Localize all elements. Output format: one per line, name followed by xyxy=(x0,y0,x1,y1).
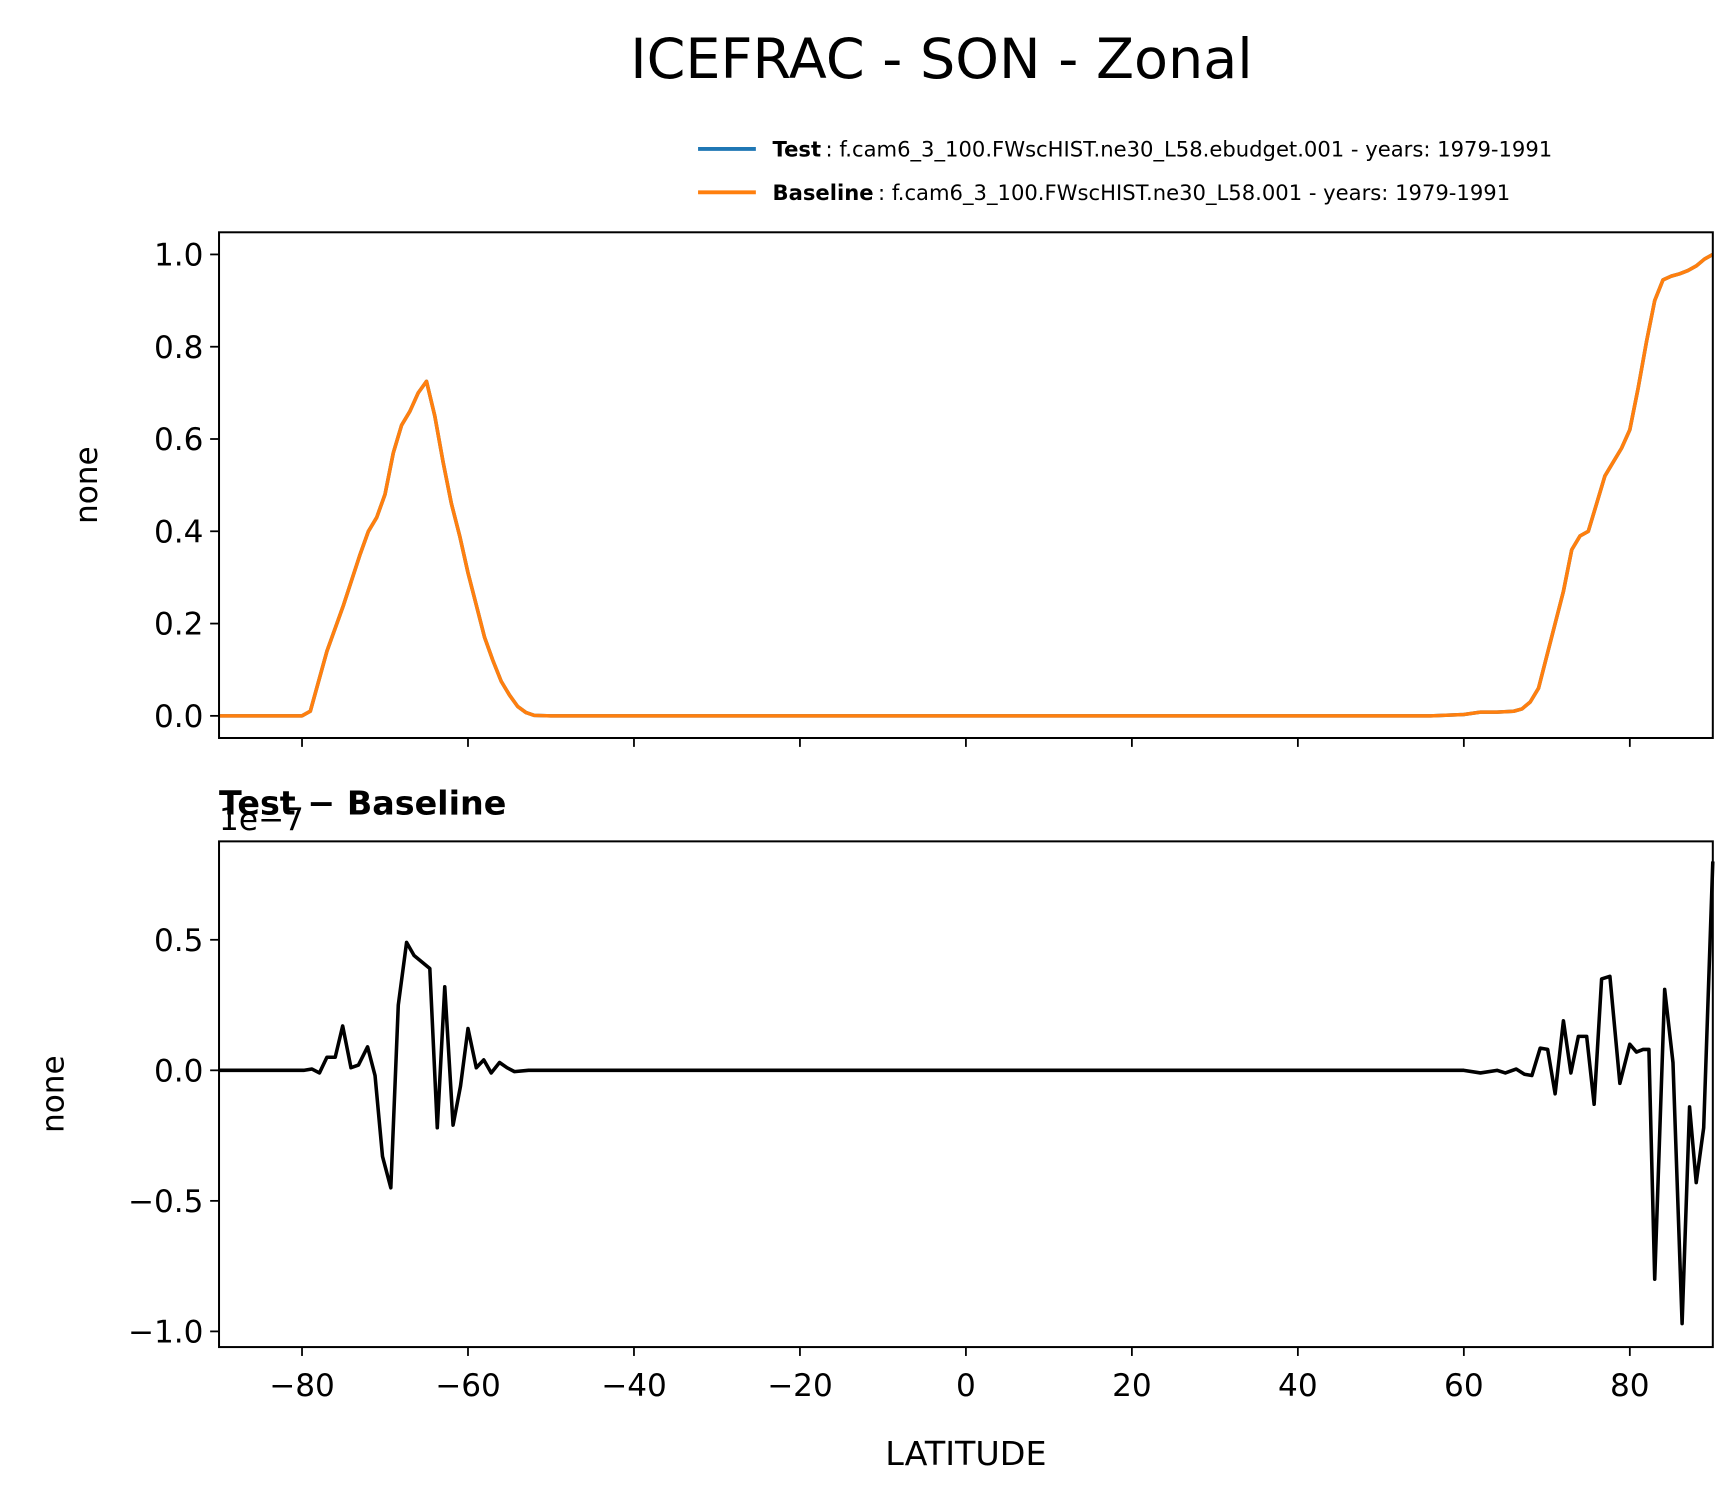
x-tick-label: 60 xyxy=(1444,1368,1484,1404)
y-tick-label: 0.6 xyxy=(154,422,203,458)
legend-entry: Test: f.cam6_3_100.FWscHIST.ne30_L58.ebu… xyxy=(773,137,1553,163)
legend-description: : f.cam6_3_100.FWscHIST.ne30_L58.ebudget… xyxy=(826,137,1553,163)
y-tick-label: 0.0 xyxy=(154,1053,203,1089)
y-axis-label: none xyxy=(69,446,105,524)
y-tick-label: −0.5 xyxy=(128,1184,204,1220)
series-line xyxy=(219,252,1714,718)
figure-title: ICEFRAC - SON - Zonal xyxy=(630,27,1253,92)
y-tick-label: 0.2 xyxy=(154,607,203,643)
legend-name: Test xyxy=(773,137,822,162)
y-tick-label: 0.5 xyxy=(154,923,203,959)
y-tick-label: 0.4 xyxy=(154,514,203,550)
axes-title: Test − Baseline xyxy=(219,784,506,823)
y-axis-label: none xyxy=(35,1055,71,1133)
series-line xyxy=(219,861,1715,1326)
x-tick-label: −80 xyxy=(269,1368,335,1404)
y-tick-label: 1.0 xyxy=(154,238,203,274)
x-tick-label: −60 xyxy=(435,1368,501,1404)
y-tick-label: −1.0 xyxy=(128,1315,204,1351)
x-tick-label: 80 xyxy=(1610,1368,1650,1404)
y-tick-label: 0.8 xyxy=(154,330,203,366)
x-tick-label: −20 xyxy=(767,1368,833,1404)
legend-entry: Baseline: f.cam6_3_100.FWscHIST.ne30_L58… xyxy=(773,180,1511,206)
legend-description: : f.cam6_3_100.FWscHIST.ne30_L58.001 - y… xyxy=(878,180,1510,206)
y-tick-label: 0.0 xyxy=(154,699,203,735)
x-tick-label: 20 xyxy=(1112,1368,1152,1404)
x-tick-label: 0 xyxy=(956,1368,976,1404)
x-axis-label: LATITUDE xyxy=(885,1434,1046,1473)
y-offset-label: 1e−7 xyxy=(219,802,304,838)
legend-name: Baseline xyxy=(773,180,874,205)
x-tick-label: 40 xyxy=(1278,1368,1318,1404)
x-tick-label: −40 xyxy=(601,1368,667,1404)
